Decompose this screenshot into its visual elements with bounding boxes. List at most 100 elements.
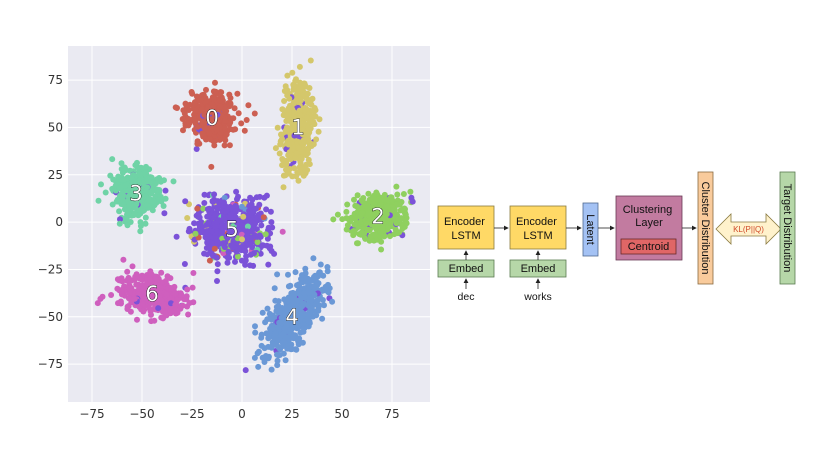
scatter-point (137, 223, 144, 229)
scatter-point (126, 290, 133, 296)
scatter-points (94, 57, 416, 374)
scatter-point (213, 126, 220, 133)
scatter-point (234, 253, 241, 260)
cluster-label-6: 6 (145, 282, 158, 306)
scatter-point (135, 184, 142, 191)
cluster-label-4: 4 (285, 305, 298, 329)
scatter-point (127, 277, 133, 284)
scatter-point (244, 223, 251, 230)
scatter-point (115, 300, 121, 307)
scatter-point (268, 316, 275, 323)
scatter-point (157, 178, 164, 185)
scatter-point (277, 346, 284, 353)
scatter-point (133, 201, 140, 208)
scatter-point (222, 223, 229, 230)
scatter-point (394, 201, 400, 208)
scatter-point (122, 182, 129, 189)
scatter-point (247, 194, 254, 201)
scatter-point (280, 172, 287, 179)
scatter-point (276, 319, 283, 326)
scatter-point (189, 284, 196, 291)
scatter-point (139, 208, 146, 214)
scatter-point (285, 141, 292, 148)
scatter-point (289, 69, 296, 76)
scatter-point (294, 89, 301, 96)
scatter-point (268, 366, 275, 373)
scatter-point (317, 261, 324, 268)
scatter-point (206, 227, 213, 234)
scatter-point (234, 196, 240, 203)
scatter-point (296, 63, 303, 70)
scatter-point (350, 228, 357, 234)
scatter-point (202, 125, 209, 132)
scatter-point (243, 117, 250, 123)
scatter-point (274, 271, 281, 278)
scatter-point (217, 134, 223, 140)
scatter-point (158, 198, 165, 205)
scatter-point (249, 209, 255, 216)
scatter-point (172, 301, 179, 308)
scatter-point (296, 145, 302, 152)
latent-label: Latent (584, 214, 596, 245)
scatter-point (153, 186, 160, 193)
scatter-point (293, 173, 300, 180)
scatter-point (173, 233, 180, 240)
scatter-point (367, 233, 374, 240)
scatter-point (258, 222, 265, 229)
scatter-point (290, 83, 297, 90)
scatter-point (98, 181, 104, 188)
scatter-point (211, 191, 218, 198)
scatter-point (99, 293, 106, 300)
scatter-point (234, 90, 241, 97)
y-tick-labels: 75 50 25 0 −25 −50 −75 (38, 73, 63, 371)
scatter-point (137, 228, 144, 235)
scatter-point (242, 242, 249, 249)
scatter-point (192, 107, 199, 114)
scatter-point (299, 309, 305, 316)
scatter-point (117, 216, 123, 223)
scatter-point (278, 314, 285, 321)
cluster-label-5: 5 (225, 218, 238, 242)
scatter-point (393, 220, 400, 227)
scatter-point (238, 203, 245, 210)
scatter-point (185, 311, 192, 318)
scatter-point (370, 200, 377, 207)
scatter-point (131, 276, 138, 283)
scatter-point (267, 208, 274, 215)
clustering-layer-label: Clustering Layer (623, 204, 676, 229)
scatter-point (252, 329, 259, 336)
scatter-point (296, 112, 303, 119)
scatter-point (238, 120, 245, 127)
scatter-point (303, 279, 310, 285)
scatter-point (281, 88, 288, 94)
scatter-point (231, 105, 238, 112)
scatter-point (143, 172, 150, 179)
scatter-point (274, 362, 281, 369)
scatter-point (294, 318, 301, 325)
scatter-point (139, 300, 146, 307)
scatter-point (206, 205, 213, 212)
scatter-point (113, 198, 120, 205)
scatter-point (211, 245, 218, 252)
scatter-point (230, 115, 237, 122)
scatter-point (120, 192, 126, 198)
scatter-point (271, 285, 278, 292)
scatter-point (260, 214, 267, 221)
encoder-2-label: Encoder LSTM (516, 216, 560, 242)
scatter-point (160, 203, 167, 209)
scatter-point (188, 89, 195, 95)
scatter-point (240, 213, 247, 220)
scatter-point (303, 161, 310, 168)
x-tick-labels: −75 −50 −25 0 25 50 75 (79, 407, 399, 421)
scatter-point (102, 189, 109, 196)
scatter-point (287, 282, 294, 289)
scatter-point (162, 310, 169, 317)
scatter-point (296, 107, 303, 114)
scatter-point (324, 288, 331, 295)
scatter-point (203, 86, 209, 93)
scatter-point (248, 234, 255, 241)
scatter-point (302, 265, 309, 272)
scatter-point (170, 178, 177, 185)
scatter-point (271, 250, 278, 257)
scatter-point (391, 231, 398, 238)
